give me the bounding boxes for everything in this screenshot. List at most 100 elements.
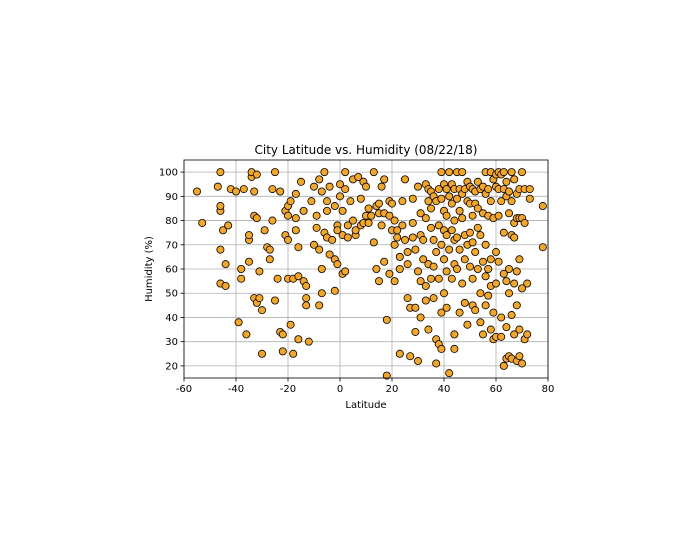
data-point (289, 349, 298, 358)
data-point (328, 235, 337, 244)
data-point (369, 168, 378, 177)
data-point (510, 279, 519, 288)
x-tick-label: -40 (228, 384, 244, 395)
data-point (333, 226, 342, 235)
data-point (335, 180, 344, 189)
y-axis-title: Humidity (%) (144, 236, 155, 302)
data-point (411, 303, 420, 312)
data-point (437, 240, 446, 249)
data-point (315, 245, 324, 254)
data-point (395, 252, 404, 261)
data-point (445, 192, 454, 201)
data-point (291, 189, 300, 198)
data-point (395, 349, 404, 358)
data-point (221, 281, 230, 290)
data-point (413, 267, 422, 276)
data-point (473, 204, 482, 213)
data-point (481, 240, 490, 249)
data-point (515, 325, 524, 334)
data-point (273, 274, 282, 283)
data-point (260, 226, 269, 235)
data-point (367, 211, 376, 220)
data-point (518, 284, 527, 293)
data-point (434, 274, 443, 283)
data-point (473, 264, 482, 273)
x-tick-label: 20 (386, 384, 399, 395)
data-point (231, 187, 240, 196)
data-point (497, 313, 506, 322)
data-point (458, 168, 467, 177)
data-point (286, 320, 295, 329)
data-point (330, 286, 339, 295)
data-point (486, 197, 495, 206)
data-points (192, 168, 547, 380)
data-point (283, 235, 292, 244)
data-point (497, 332, 506, 341)
data-point (450, 330, 459, 339)
data-point (416, 313, 425, 322)
data-point (424, 197, 433, 206)
data-point (312, 211, 321, 220)
data-point (252, 170, 261, 179)
data-point (499, 361, 508, 370)
data-point (265, 255, 274, 264)
data-point (450, 344, 459, 353)
data-point (419, 235, 428, 244)
data-point (330, 202, 339, 211)
data-point (426, 223, 435, 232)
data-point (380, 257, 389, 266)
data-point (520, 218, 529, 227)
data-point (294, 272, 303, 281)
data-point (437, 168, 446, 177)
data-point (302, 281, 311, 290)
data-point (411, 327, 420, 336)
y-tick-label: 40 (165, 313, 178, 324)
data-point (471, 248, 480, 257)
data-point (486, 325, 495, 334)
data-point (351, 226, 360, 235)
data-point (434, 185, 443, 194)
y-tick-label: 80 (165, 216, 178, 227)
data-point (338, 206, 347, 215)
data-point (369, 238, 378, 247)
data-point (302, 301, 311, 310)
data-point (382, 371, 391, 380)
x-tick-label: 40 (438, 384, 451, 395)
data-point (510, 175, 519, 184)
data-point (307, 197, 316, 206)
data-point (523, 279, 532, 288)
data-point (432, 248, 441, 257)
data-point (421, 214, 430, 223)
data-point (270, 168, 279, 177)
data-point (403, 248, 412, 257)
data-point (468, 238, 477, 247)
data-point (325, 182, 334, 191)
data-point (507, 168, 516, 177)
data-point (411, 245, 420, 254)
data-point (302, 294, 311, 303)
data-point (398, 221, 407, 230)
x-tick-label: 80 (542, 384, 555, 395)
data-point (198, 218, 207, 227)
data-point (341, 267, 350, 276)
ticks: -60 -40 -20 0 20 40 60 80 20 30 40 50 60 70 80 90 100 (159, 168, 554, 395)
data-point (239, 185, 248, 194)
data-point (442, 211, 451, 220)
data-point (294, 335, 303, 344)
y-tick-label: 50 (165, 289, 178, 300)
data-point (364, 204, 373, 213)
data-point (468, 211, 477, 220)
data-point (333, 260, 342, 269)
data-point (484, 264, 493, 273)
data-point (286, 197, 295, 206)
data-point (499, 228, 508, 237)
data-point (325, 250, 334, 259)
data-point (421, 296, 430, 305)
data-point (364, 218, 373, 227)
data-point (481, 301, 490, 310)
data-point (458, 279, 467, 288)
data-point (252, 214, 261, 223)
data-point (416, 277, 425, 286)
data-point (346, 197, 355, 206)
data-point (406, 352, 415, 361)
